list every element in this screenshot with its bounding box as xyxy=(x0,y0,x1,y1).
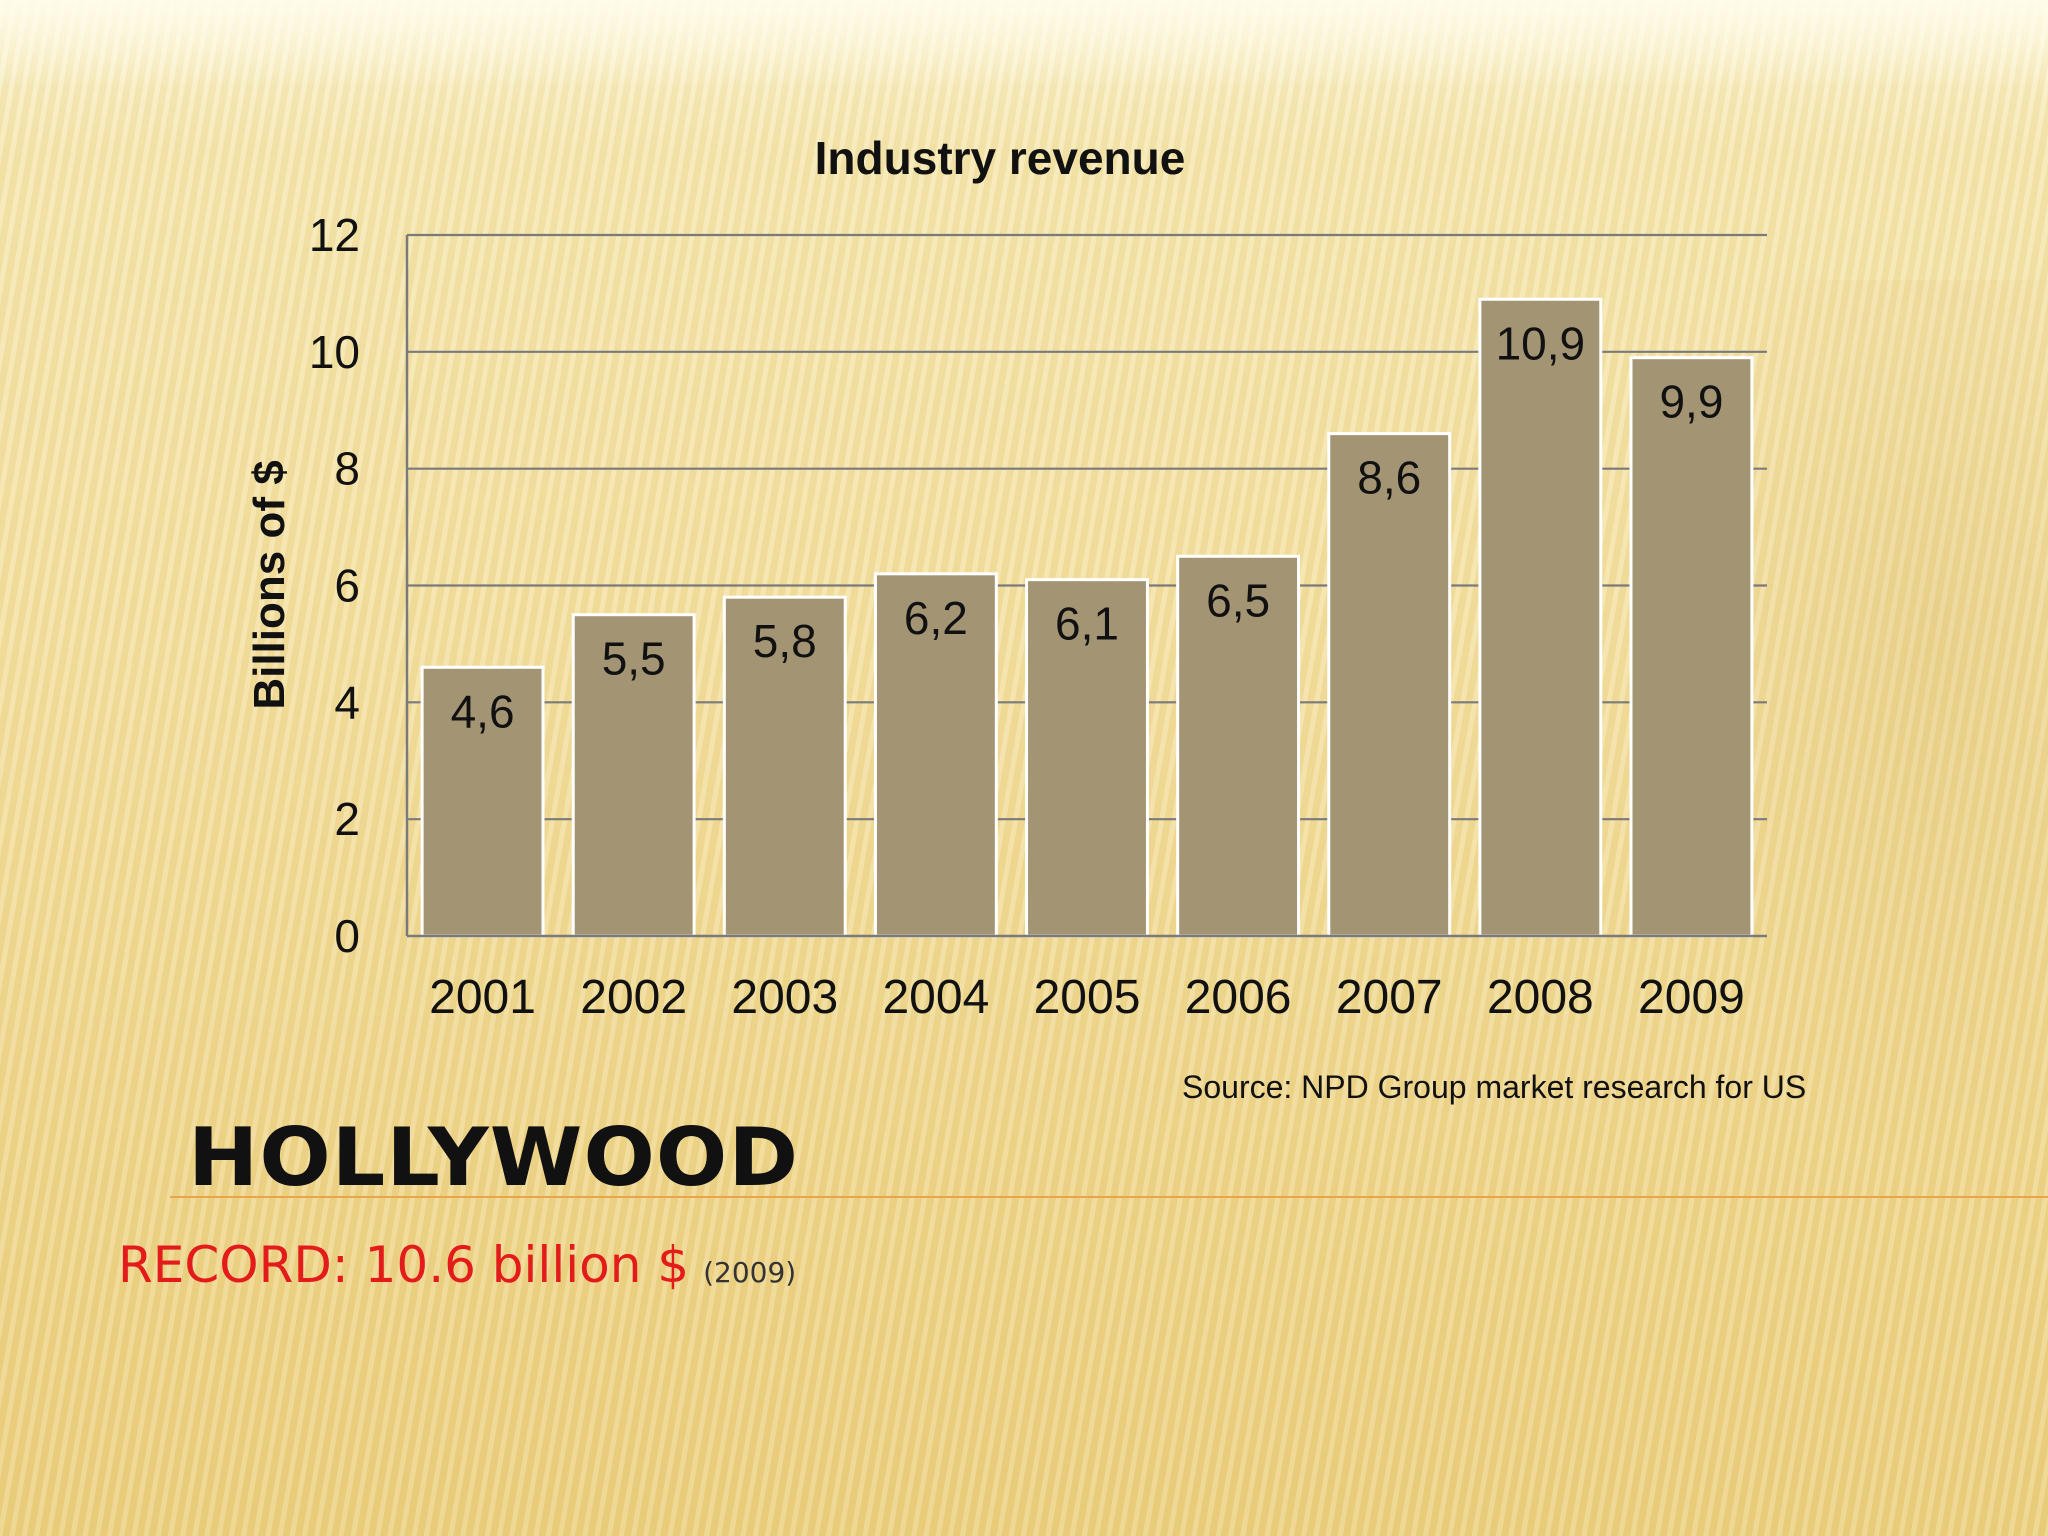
x-tick-label: 2002 xyxy=(580,971,687,1024)
data-label: 6,2 xyxy=(904,592,968,644)
x-tick-label: 2007 xyxy=(1336,971,1443,1024)
title-divider xyxy=(170,1196,2048,1198)
data-label: 4,6 xyxy=(451,685,515,737)
bar xyxy=(1629,356,1754,938)
x-tick-label: 2003 xyxy=(731,971,838,1024)
slide-title: HOLLYWOOD xyxy=(188,1111,800,1204)
y-tick-label: 6 xyxy=(334,560,360,612)
y-tick-label: 10 xyxy=(309,326,360,378)
y-tick-label: 0 xyxy=(334,910,360,962)
bar xyxy=(571,613,696,938)
y-tick-label: 8 xyxy=(334,443,360,495)
bar xyxy=(420,665,545,938)
data-label: 8,6 xyxy=(1357,452,1421,504)
record-line: RECORD: 10.6 billion $ (2009) xyxy=(118,1238,796,1293)
x-tick-label: 2004 xyxy=(882,971,989,1024)
data-label: 5,8 xyxy=(753,615,817,667)
record-text: RECORD: 10.6 billion $ xyxy=(118,1236,690,1294)
bar xyxy=(1478,297,1603,938)
y-axis-label: Billions of $ xyxy=(245,460,294,709)
background-glow xyxy=(0,0,2048,90)
y-tick-label: 2 xyxy=(334,793,360,845)
data-label: 9,9 xyxy=(1659,376,1723,428)
bar xyxy=(1327,432,1452,938)
x-tick-label: 2001 xyxy=(429,971,536,1024)
x-tick-label: 2008 xyxy=(1487,971,1594,1024)
data-label: 5,5 xyxy=(602,633,666,685)
y-tick-label: 12 xyxy=(309,209,360,261)
data-label: 6,1 xyxy=(1055,598,1119,650)
data-label: 6,5 xyxy=(1206,574,1270,626)
source-note: Source: NPD Group market research for US xyxy=(1182,1069,1806,1105)
revenue-bar-chart: 4,6 5,5 5,8 6,2 6,1 6,5 8,6 10,9 9,9 0 2 4 6 8 10 12 200… xyxy=(245,132,1806,1105)
bar xyxy=(873,572,998,938)
y-tick-label: 4 xyxy=(334,676,360,728)
bar xyxy=(722,595,847,938)
x-tick-label: 2006 xyxy=(1185,971,1292,1024)
x-tick-label: 2005 xyxy=(1034,971,1141,1024)
data-label: 10,9 xyxy=(1496,317,1586,369)
record-year: (2009) xyxy=(703,1256,797,1289)
x-tick-label: 2009 xyxy=(1638,971,1745,1024)
chart-title: Industry revenue xyxy=(815,132,1186,184)
